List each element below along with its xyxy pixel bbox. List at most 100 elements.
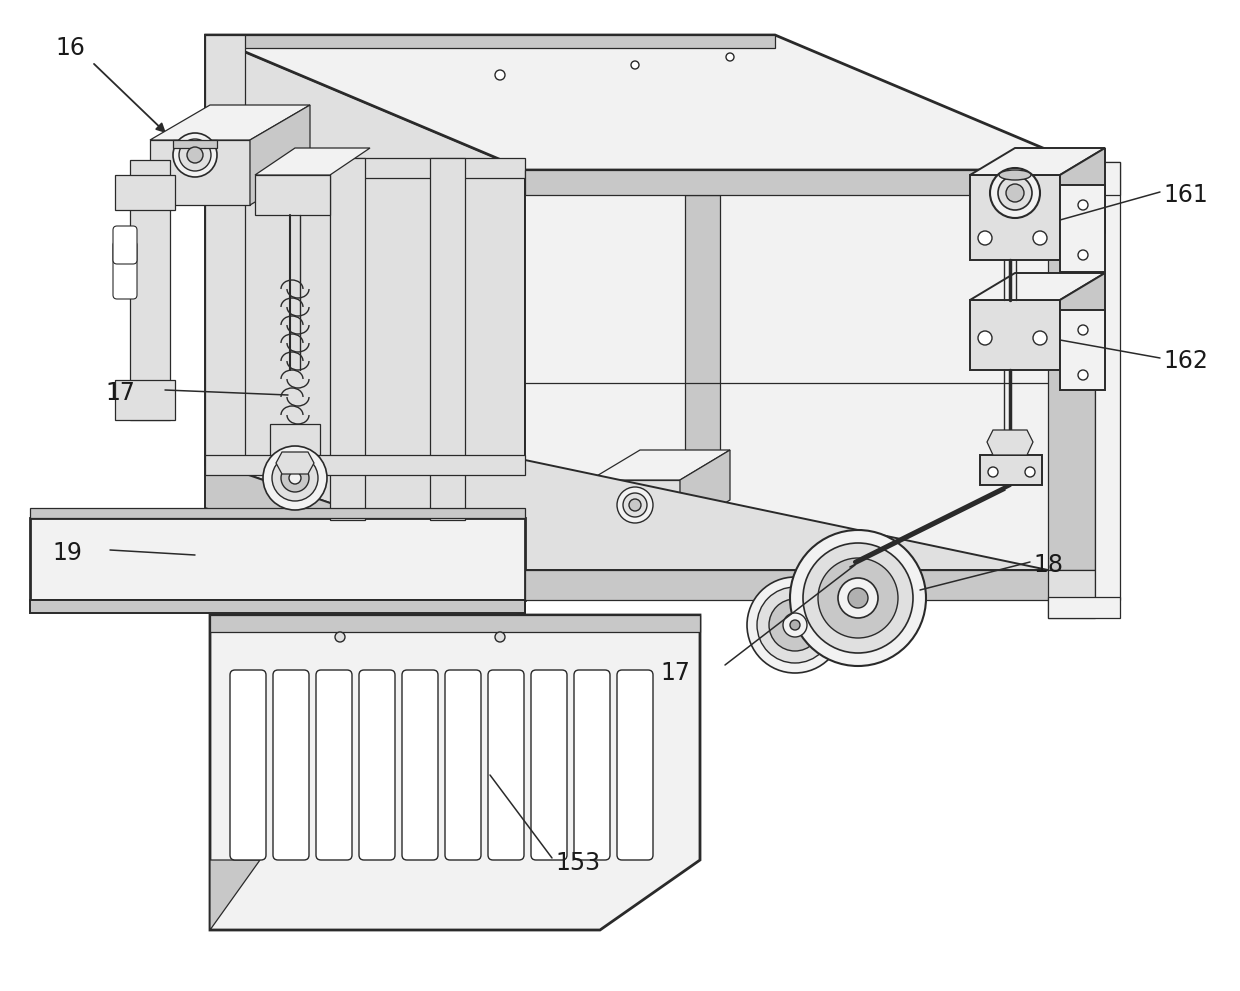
FancyBboxPatch shape — [618, 670, 653, 860]
FancyBboxPatch shape — [531, 670, 567, 860]
Circle shape — [179, 139, 211, 171]
Circle shape — [1006, 184, 1024, 202]
Circle shape — [998, 176, 1032, 210]
Circle shape — [1033, 231, 1047, 245]
Polygon shape — [130, 160, 170, 420]
Circle shape — [1078, 250, 1087, 260]
Polygon shape — [115, 175, 175, 210]
Text: 16: 16 — [55, 36, 84, 60]
FancyBboxPatch shape — [113, 226, 136, 264]
FancyBboxPatch shape — [402, 670, 438, 860]
Polygon shape — [430, 158, 465, 520]
Polygon shape — [590, 480, 680, 530]
Polygon shape — [30, 508, 525, 518]
Circle shape — [790, 620, 800, 630]
Polygon shape — [210, 615, 701, 632]
Text: 162: 162 — [1163, 349, 1208, 373]
Circle shape — [1078, 200, 1087, 210]
Polygon shape — [970, 300, 1060, 370]
Circle shape — [335, 632, 345, 642]
Polygon shape — [270, 424, 320, 455]
Polygon shape — [205, 35, 775, 48]
Polygon shape — [210, 860, 260, 930]
FancyBboxPatch shape — [360, 670, 396, 860]
FancyBboxPatch shape — [229, 670, 267, 860]
Circle shape — [838, 578, 878, 618]
Polygon shape — [590, 450, 730, 480]
Circle shape — [988, 467, 998, 477]
Polygon shape — [255, 148, 370, 175]
FancyBboxPatch shape — [316, 670, 352, 860]
Polygon shape — [277, 452, 314, 474]
Polygon shape — [205, 455, 525, 475]
Circle shape — [622, 493, 647, 517]
Circle shape — [978, 231, 992, 245]
Circle shape — [618, 487, 653, 523]
Polygon shape — [970, 175, 1060, 260]
Circle shape — [848, 588, 868, 608]
Circle shape — [289, 472, 301, 484]
Polygon shape — [150, 140, 250, 205]
Polygon shape — [1048, 570, 1095, 618]
Polygon shape — [255, 175, 330, 215]
Circle shape — [1078, 325, 1087, 335]
Circle shape — [990, 168, 1040, 218]
Polygon shape — [115, 380, 175, 420]
Circle shape — [631, 61, 639, 69]
Text: 17: 17 — [660, 661, 689, 685]
Circle shape — [725, 53, 734, 61]
Polygon shape — [1060, 148, 1105, 260]
FancyBboxPatch shape — [574, 670, 610, 860]
Ellipse shape — [999, 170, 1030, 180]
Circle shape — [978, 331, 992, 345]
Circle shape — [804, 543, 913, 653]
Circle shape — [263, 446, 327, 510]
Polygon shape — [205, 460, 525, 615]
Circle shape — [790, 530, 926, 666]
Circle shape — [769, 599, 821, 651]
Circle shape — [281, 464, 309, 492]
Polygon shape — [987, 430, 1033, 455]
Circle shape — [174, 133, 217, 177]
FancyBboxPatch shape — [113, 241, 136, 299]
Polygon shape — [30, 600, 525, 613]
Polygon shape — [150, 105, 310, 140]
Polygon shape — [205, 35, 246, 465]
Circle shape — [1033, 331, 1047, 345]
Polygon shape — [1060, 185, 1105, 272]
Polygon shape — [205, 35, 1095, 170]
Polygon shape — [210, 615, 701, 930]
FancyBboxPatch shape — [489, 670, 525, 860]
Text: 17: 17 — [105, 381, 135, 405]
Polygon shape — [680, 450, 730, 530]
Polygon shape — [330, 158, 365, 520]
Polygon shape — [205, 158, 525, 178]
Text: 161: 161 — [1163, 183, 1208, 207]
Polygon shape — [1095, 162, 1120, 600]
Polygon shape — [205, 460, 1048, 570]
Polygon shape — [174, 140, 217, 148]
Circle shape — [272, 455, 317, 501]
Polygon shape — [684, 195, 720, 570]
FancyBboxPatch shape — [445, 670, 481, 860]
Circle shape — [1078, 370, 1087, 380]
Polygon shape — [795, 570, 870, 590]
Polygon shape — [525, 170, 1095, 600]
Text: 18: 18 — [1033, 553, 1063, 577]
Polygon shape — [30, 518, 525, 600]
Polygon shape — [525, 170, 1095, 195]
Text: 19: 19 — [52, 541, 82, 565]
Circle shape — [818, 558, 898, 638]
Polygon shape — [205, 35, 525, 600]
Circle shape — [756, 587, 833, 663]
FancyBboxPatch shape — [273, 670, 309, 860]
Circle shape — [187, 147, 203, 163]
Polygon shape — [1060, 310, 1105, 390]
Circle shape — [782, 613, 807, 637]
Polygon shape — [1048, 597, 1120, 618]
Text: 153: 153 — [556, 851, 600, 875]
Polygon shape — [970, 148, 1105, 175]
Polygon shape — [1048, 162, 1120, 195]
Polygon shape — [1048, 170, 1095, 600]
Circle shape — [746, 577, 843, 673]
